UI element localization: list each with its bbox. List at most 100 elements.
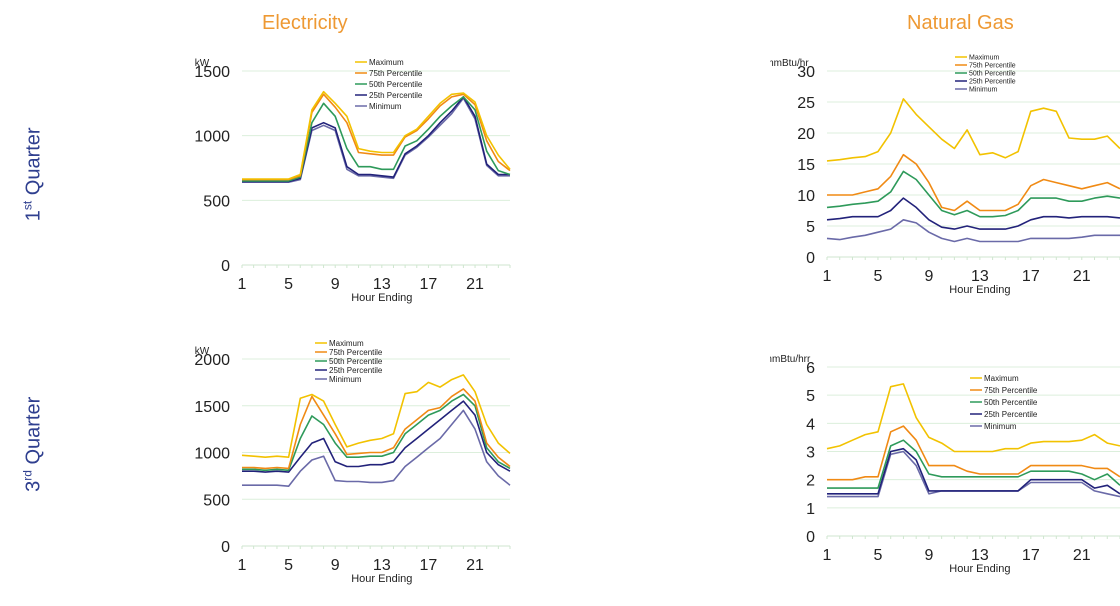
gas-q3-xtick-label: 5 xyxy=(874,547,883,564)
gas-q3-series-minimum xyxy=(827,450,1120,498)
elec-q1-xtick-label: 1 xyxy=(238,276,247,293)
row-title-q3-sup: rd xyxy=(20,470,35,481)
gas-q3-legend-label-75th-percentile: 75th Percentile xyxy=(984,386,1038,395)
gas-q3-series-maximum xyxy=(826,383,1120,453)
elec-q1-legend-label-minimum: Minimum xyxy=(369,102,402,111)
elec-q1-xtick-label: 9 xyxy=(331,276,340,293)
gas-q1-legend-label-50th-percentile: 50th Percentile xyxy=(969,71,1016,78)
gas-q3-xtick-label: 21 xyxy=(1073,547,1091,564)
gas-q1-ytick-label: 25 xyxy=(797,95,815,112)
elec-q3-x-axis-label: Hour Ending xyxy=(351,573,412,585)
gas-q3-ytick-label: 0 xyxy=(806,529,815,546)
elec-q1-ytick-label: 1500 xyxy=(194,64,230,81)
gas-q3-ytick-label: 4 xyxy=(806,416,815,433)
gas-q1-legend-label-minimum: Minimum xyxy=(969,87,998,94)
row-title-q3: 3rd Quarter xyxy=(21,389,46,499)
elec-q3-ytick-label: 500 xyxy=(203,492,230,509)
elec-q1-legend-label-75th-percentile: 75th Percentile xyxy=(369,69,423,78)
row-title-q1-sup: st xyxy=(20,200,35,211)
electricity-q3-chart: 0 500 1000 1500 2000 1 5 9 13 17 21 kW Hour Ending Ma… xyxy=(194,339,511,585)
elec-q3-xtick-label: 9 xyxy=(331,557,340,574)
gas-q1-series-maximum xyxy=(826,98,1120,162)
gas-q1-xtick-label: 9 xyxy=(924,268,933,285)
gas-q3-xtick-label: 1 xyxy=(823,547,832,564)
row-title-q1: 1st Quarter xyxy=(21,119,46,229)
elec-q3-series-25th-percentile xyxy=(242,400,511,473)
gas-q3-series-50th-percentile xyxy=(827,439,1120,489)
gas-q3-y-axis-label: mmBtu/hrr xyxy=(770,354,811,365)
gas-q1-xtick-label: 1 xyxy=(823,268,832,285)
elec-q3-series-minimum xyxy=(242,409,511,487)
elec-q1-xtick-label: 21 xyxy=(466,276,484,293)
gas-q1-series-minimum xyxy=(826,219,1120,243)
elec-q3-xtick-label: 1 xyxy=(238,557,247,574)
elec-q3-series-75th-percentile xyxy=(242,388,511,470)
gas-q3-ytick-label: 1 xyxy=(806,501,815,518)
elec-q3-legend-label-75th-percentile: 75th Percentile xyxy=(329,348,383,357)
gas-q1-xtick-label: 5 xyxy=(874,268,883,285)
elec-q3-legend-label-25th-percentile: 25th Percentile xyxy=(329,366,383,375)
gas-q3-xtick-label: 17 xyxy=(1022,547,1040,564)
gas-q3-ytick-label: 5 xyxy=(806,388,815,405)
gas-q1-xtick-label: 17 xyxy=(1022,268,1040,285)
elec-q3-ytick-label: 1000 xyxy=(194,446,230,463)
gas-q3-legend-label-maximum: Maximum xyxy=(984,374,1019,383)
gas-q1-legend-label-25th-percentile: 25th Percentile xyxy=(969,79,1016,86)
elec-q3-ytick-label: 0 xyxy=(221,539,230,556)
elec-q3-xtick-label: 13 xyxy=(373,557,391,574)
elec-q3-xtick-label: 17 xyxy=(420,557,438,574)
gas-q1-ytick-label: 20 xyxy=(797,126,815,143)
elec-q1-xtick-label: 13 xyxy=(373,276,391,293)
gas-q3-legend-label-50th-percentile: 50th Percentile xyxy=(984,398,1038,407)
gas-q3-ytick-label: 6 xyxy=(806,360,815,377)
elec-q3-ytick-label: 1500 xyxy=(194,399,230,416)
elec-q1-legend-label-25th-percentile: 25th Percentile xyxy=(369,91,423,100)
elec-q3-series-maximum xyxy=(241,374,511,458)
gas-q1-series-75th-percentile xyxy=(827,153,1120,212)
gas-q1-ytick-label: 15 xyxy=(797,157,815,174)
gas-q1-series-50th-percentile xyxy=(826,170,1120,218)
gas-q3-x-axis-label: Hour Ending xyxy=(949,563,1010,575)
gas-q1-legend-label-75th-percentile: 75th Percentile xyxy=(969,63,1016,70)
elec-q1-xtick-label: 5 xyxy=(284,276,293,293)
gas-q1-ytick-label: 5 xyxy=(806,219,815,236)
gas-q3-series-75th-percentile xyxy=(827,425,1120,481)
gas-q1-series-25th-percentile xyxy=(826,197,1120,230)
row-title-q1-num: 1 xyxy=(22,210,45,222)
elec-q3-xtick-label: 21 xyxy=(466,557,484,574)
gas-q1-xtick-label: 21 xyxy=(1073,268,1091,285)
elec-q3-legend-label-maximum: Maximum xyxy=(329,339,364,348)
row-title-q1-word: Quarter xyxy=(22,127,45,201)
gas-q1-ytick-label: 10 xyxy=(797,188,815,205)
elec-q1-legend-label-maximum: Maximum xyxy=(369,58,404,67)
elec-q1-ytick-label: 500 xyxy=(203,193,230,210)
gas-q3-series-25th-percentile xyxy=(827,447,1120,495)
elec-q1-series-maximum xyxy=(242,90,511,180)
gas-q1-xtick-label: 13 xyxy=(971,268,989,285)
elec-q1-x-axis-label: Hour Ending xyxy=(351,292,412,304)
elec-q3-series-50th-percentile xyxy=(242,393,511,472)
gas-q3-xtick-label: 13 xyxy=(971,547,989,564)
elec-q3-legend-label-50th-percentile: 50th Percentile xyxy=(329,357,383,366)
gas-q1-y-axis-label: mmBtu/hr xyxy=(770,58,809,69)
gas-q3-xtick-label: 9 xyxy=(924,547,933,564)
elec-q1-series-50th-percentile xyxy=(242,96,511,182)
elec-q1-legend-label-50th-percentile: 50th Percentile xyxy=(369,80,423,89)
elec-q3-legend-label-minimum: Minimum xyxy=(329,375,362,384)
gas-q3-legend-label-25th-percentile: 25th Percentile xyxy=(984,410,1038,419)
electricity-q1-chart: 0 500 1000 1500 1 5 9 13 17 21 kW Hour Ending Maximu… xyxy=(194,58,511,304)
gas-q1-ytick-label: 0 xyxy=(806,250,815,267)
natural-gas-column-title: Natural Gas xyxy=(907,12,1014,34)
elec-q3-ytick-label: 2000 xyxy=(194,352,230,369)
elec-q3-xtick-label: 5 xyxy=(284,557,293,574)
row-title-q3-num: 3 xyxy=(22,480,45,492)
elec-q3-y-axis-label: kW xyxy=(195,346,210,357)
gas-q1-ytick-label: 30 xyxy=(797,64,815,81)
row-title-q3-word: Quarter xyxy=(22,396,45,471)
gas-q3-ytick-label: 2 xyxy=(806,473,815,490)
gas-q3-legend-label-minimum: Minimum xyxy=(984,422,1017,431)
elec-q1-ytick-label: 1000 xyxy=(194,129,230,146)
elec-q1-y-axis-label: kW xyxy=(195,58,210,69)
gas-q1-x-axis-label: Hour Ending xyxy=(949,284,1010,296)
